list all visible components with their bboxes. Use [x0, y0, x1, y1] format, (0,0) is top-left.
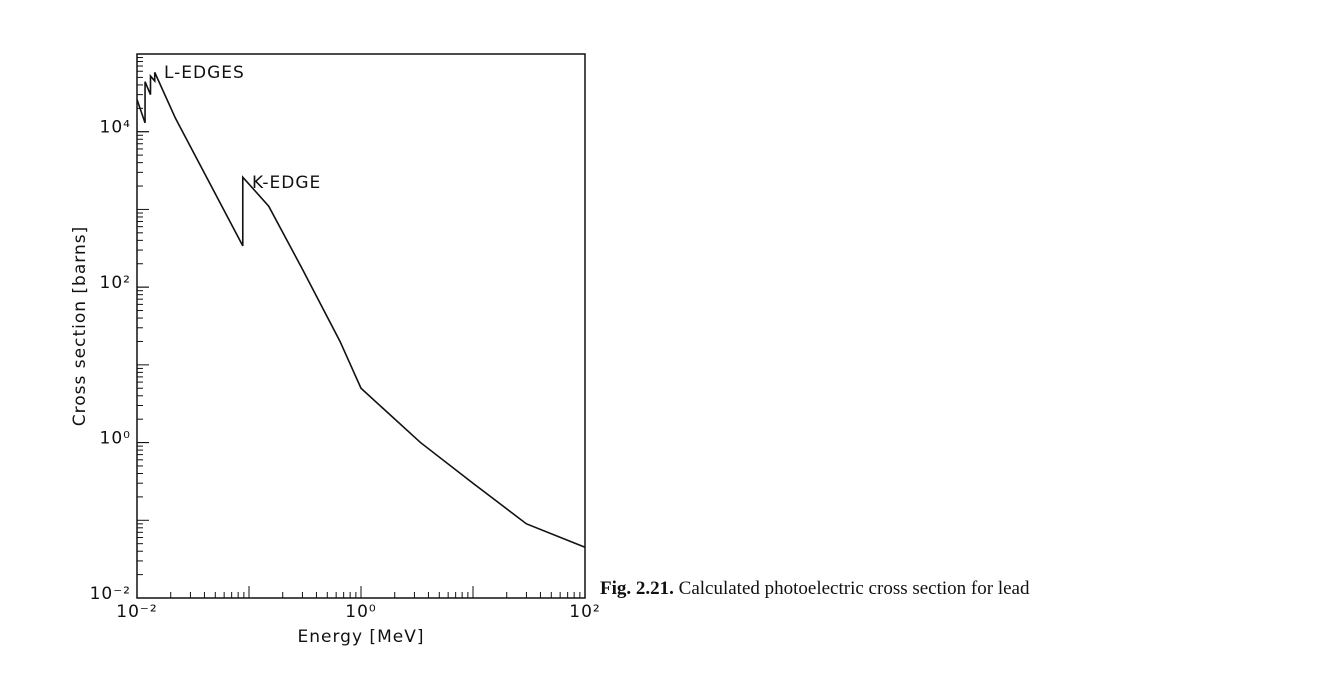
x-tick-label: 10⁻²	[116, 602, 157, 622]
y-axis-label: Cross section [barns]	[70, 226, 90, 426]
x-axis-label: Energy [MeV]	[298, 627, 425, 647]
caption-text: Calculated photoelectric cross section f…	[678, 578, 1030, 599]
annotation: K-EDGE	[252, 173, 321, 193]
annotation: L-EDGES	[164, 63, 245, 83]
x-tick-label: 10⁰	[345, 602, 376, 622]
x-tick-label: 10²	[569, 602, 600, 622]
y-tick-label: 10⁴	[100, 118, 131, 138]
y-tick-label: 10⁰	[100, 429, 131, 449]
y-tick-label: 10²	[100, 273, 131, 293]
y-tick-label: 10⁻²	[90, 584, 131, 604]
caption: Fig. 2.21. Calculated photoelectric cros…	[600, 578, 1029, 600]
curve	[136, 72, 586, 548]
caption-label: Fig. 2.21.	[600, 578, 674, 599]
